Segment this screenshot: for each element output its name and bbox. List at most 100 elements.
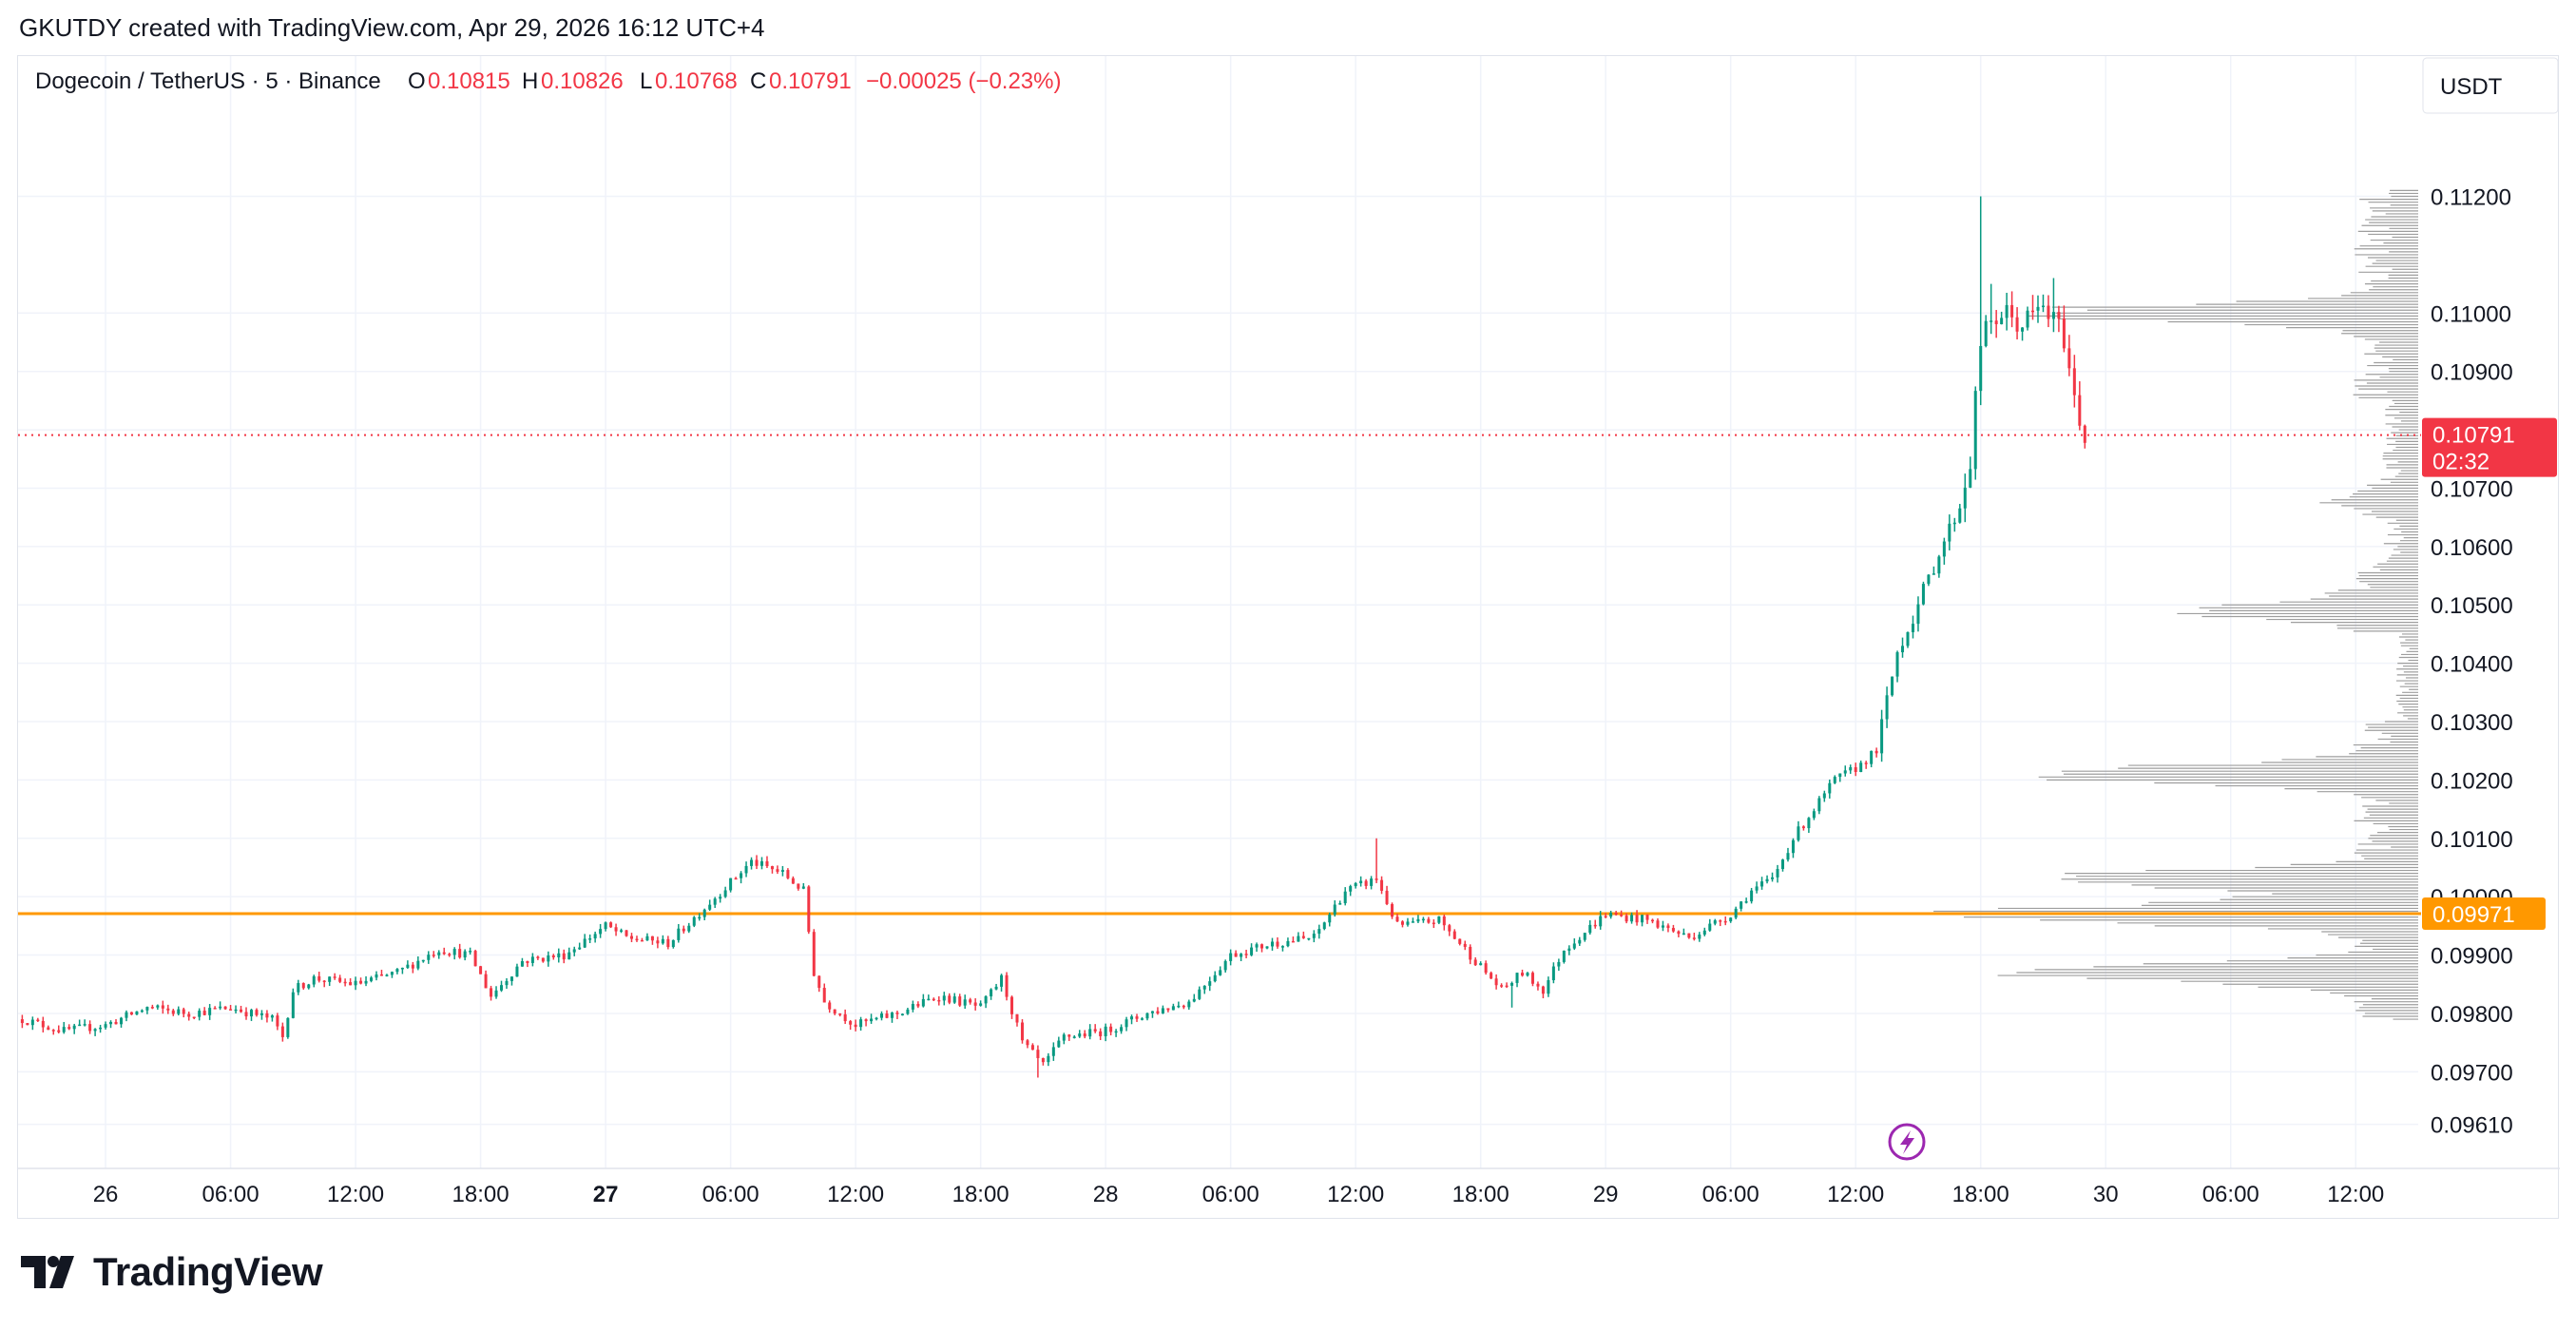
candle[interactable] <box>119 1016 124 1028</box>
candle[interactable] <box>500 980 504 993</box>
candle[interactable] <box>640 937 644 942</box>
candle[interactable] <box>875 1016 878 1021</box>
candle[interactable] <box>770 865 774 874</box>
candle[interactable] <box>1921 581 1925 606</box>
candle[interactable] <box>416 955 420 971</box>
candle[interactable] <box>1036 1045 1040 1078</box>
candle[interactable] <box>1005 972 1009 1001</box>
candle[interactable] <box>1494 974 1498 990</box>
candle[interactable] <box>812 929 816 977</box>
candle[interactable] <box>1130 1014 1134 1025</box>
candle[interactable] <box>1572 938 1576 951</box>
candle[interactable] <box>1958 504 1962 524</box>
candle[interactable] <box>1932 566 1935 575</box>
candle[interactable] <box>572 946 576 956</box>
candle[interactable] <box>1948 514 1951 550</box>
candle[interactable] <box>490 985 493 1001</box>
candle[interactable] <box>656 936 660 949</box>
candle[interactable] <box>1521 969 1525 977</box>
candle[interactable] <box>849 1019 853 1031</box>
candle[interactable] <box>838 1013 842 1017</box>
candle[interactable] <box>1906 631 1910 648</box>
candle[interactable] <box>1135 1013 1139 1022</box>
candle[interactable] <box>1171 1003 1175 1011</box>
candle[interactable] <box>104 1021 107 1030</box>
candle[interactable] <box>1510 981 1514 1008</box>
candle[interactable] <box>1609 910 1613 919</box>
candle[interactable] <box>1729 916 1733 923</box>
candle[interactable] <box>1776 864 1779 883</box>
candle[interactable] <box>338 974 342 984</box>
candle[interactable] <box>1630 912 1634 924</box>
candle[interactable] <box>1187 999 1191 1011</box>
candle[interactable] <box>1984 315 1988 348</box>
candle[interactable] <box>1322 921 1326 931</box>
candle[interactable] <box>26 1022 29 1026</box>
candle[interactable] <box>1093 1024 1097 1033</box>
candle[interactable] <box>93 1028 97 1036</box>
candle[interactable] <box>1515 973 1519 988</box>
candle[interactable] <box>1088 1024 1092 1040</box>
candle[interactable] <box>1822 790 1826 802</box>
candle[interactable] <box>1067 1033 1071 1041</box>
candle[interactable] <box>1687 933 1691 939</box>
candle[interactable] <box>604 921 607 932</box>
candle[interactable] <box>1244 949 1248 958</box>
candle[interactable] <box>1859 760 1863 773</box>
candle[interactable] <box>1312 930 1316 943</box>
candle[interactable] <box>463 949 467 961</box>
candle[interactable] <box>952 993 956 1004</box>
candle[interactable] <box>479 965 483 974</box>
candle[interactable] <box>177 1006 181 1016</box>
candle[interactable] <box>1145 1013 1149 1021</box>
candle[interactable] <box>297 979 300 995</box>
candle[interactable] <box>900 1013 904 1016</box>
candle[interactable] <box>2067 335 2071 376</box>
candle[interactable] <box>442 947 446 955</box>
candle[interactable] <box>1411 917 1414 923</box>
candle[interactable] <box>1400 920 1404 928</box>
candle[interactable] <box>1375 838 1378 883</box>
candle[interactable] <box>719 894 722 903</box>
candle[interactable] <box>1030 1043 1034 1051</box>
candle[interactable] <box>1395 914 1399 922</box>
candle[interactable] <box>1547 976 1550 997</box>
candle[interactable] <box>1265 946 1269 950</box>
candle[interactable] <box>1458 938 1462 946</box>
candle[interactable] <box>1994 310 1998 338</box>
candle[interactable] <box>828 1000 832 1013</box>
candle[interactable] <box>786 868 790 879</box>
candle[interactable] <box>1702 927 1706 936</box>
candle[interactable] <box>1343 887 1347 906</box>
candle[interactable] <box>1891 676 1894 697</box>
candle[interactable] <box>994 983 998 991</box>
candle[interactable] <box>458 943 462 959</box>
candle[interactable] <box>208 1004 212 1020</box>
candle[interactable] <box>1911 615 1914 639</box>
candle[interactable] <box>1234 950 1238 957</box>
candle[interactable] <box>270 1013 274 1022</box>
candle[interactable] <box>661 935 664 945</box>
candle[interactable] <box>797 883 800 891</box>
candle[interactable] <box>1620 910 1624 917</box>
candle[interactable] <box>1370 876 1374 890</box>
candle[interactable] <box>780 865 784 877</box>
candle[interactable] <box>765 856 769 869</box>
candle[interactable] <box>182 1007 185 1018</box>
candle[interactable] <box>411 961 414 974</box>
candle[interactable] <box>1650 918 1655 924</box>
candle[interactable] <box>526 960 529 968</box>
candle[interactable] <box>1255 942 1259 953</box>
candle[interactable] <box>276 1013 279 1031</box>
candle[interactable] <box>1682 928 1685 936</box>
candle[interactable] <box>379 970 383 976</box>
candle[interactable] <box>1760 877 1764 890</box>
candle[interactable] <box>677 923 681 943</box>
price-chart[interactable]: 0.112000.110000.109000.108000.107000.106… <box>18 56 2560 1220</box>
candle[interactable] <box>614 923 618 936</box>
candle[interactable] <box>744 861 748 878</box>
candle[interactable] <box>1849 764 1853 774</box>
candle[interactable] <box>1645 914 1649 924</box>
candle[interactable] <box>1469 944 1472 965</box>
candle[interactable] <box>1047 1052 1050 1067</box>
